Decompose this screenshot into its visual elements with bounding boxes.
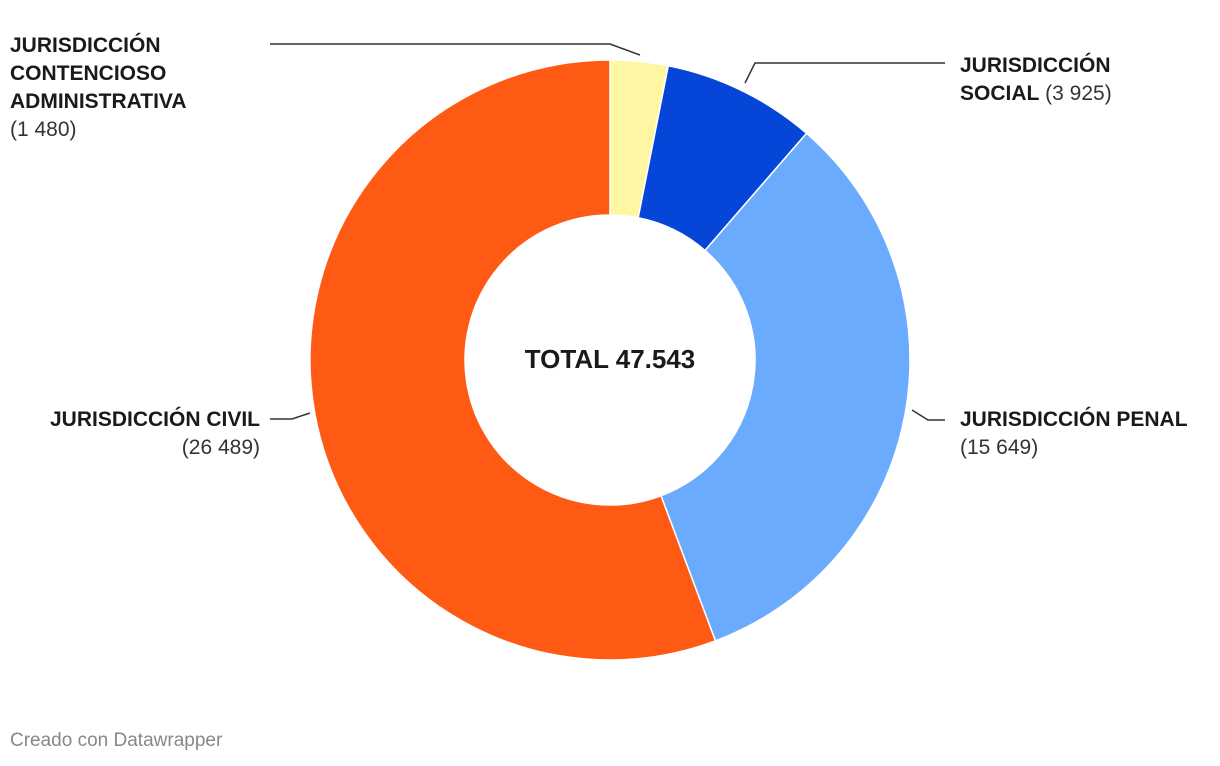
slice-label-name-3-0: JURISDICCIÓN CIVIL (50, 407, 260, 431)
slice-label-2: JURISDICCIÓN PENAL (15 649) (960, 407, 1188, 459)
leader-line-1 (744, 62, 945, 84)
leader-line-3 (270, 412, 311, 420)
leader-lines (270, 43, 945, 421)
slice-label-name-1-0: JURISDICCIÓN (960, 53, 1111, 77)
slice-value-label-2: (15 649) (960, 436, 1038, 459)
slice-label-0: JURISDICCIÓN CONTENCIOSO ADMINISTRATIVA (1 … (10, 33, 187, 141)
slice-label-name-0-0: JURISDICCIÓN (10, 33, 161, 57)
credit-text[interactable]: Creado con Datawrapper (10, 730, 223, 751)
leader-line-0 (270, 43, 641, 56)
slice-label-3: JURISDICCIÓN CIVIL (26 489) (50, 407, 260, 459)
slice-label-1: JURISDICCIÓN SOCIAL (3 925) (960, 53, 1112, 105)
slice-label-name-1-1: SOCIAL (960, 82, 1040, 105)
slice-label-name-2-0: JURISDICCIÓN PENAL (960, 407, 1188, 431)
slice-value-label-0: (1 480) (10, 118, 77, 141)
center-total-label: TOTAL 47.543 (525, 344, 696, 374)
slice-label-name-0-2: ADMINISTRATIVA (10, 90, 187, 113)
slice-value-label-3: (26 489) (182, 436, 260, 459)
leader-line-2 (911, 409, 945, 421)
donut-slice-3[interactable] (309, 59, 717, 661)
slice-labels: JURISDICCIÓN CONTENCIOSO ADMINISTRATIVA (1 … (10, 33, 1188, 459)
donut-slice-2[interactable] (659, 132, 911, 642)
donut-slices (309, 59, 911, 661)
slice-value-label-1: (3 925) (1039, 82, 1111, 105)
slice-label-name-0-1: CONTENCIOSO (10, 62, 166, 85)
